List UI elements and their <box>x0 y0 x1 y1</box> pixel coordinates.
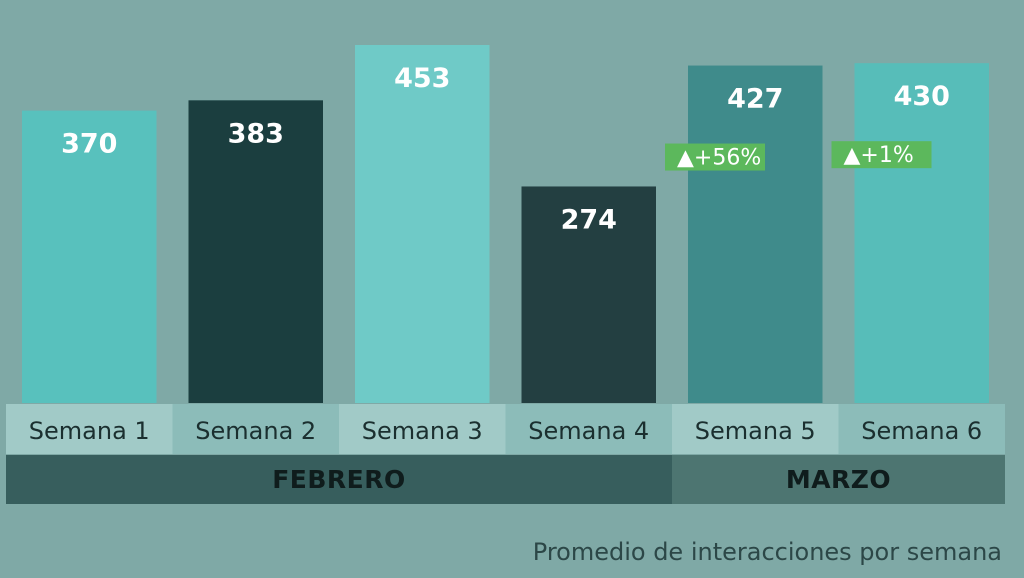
change-badge <box>831 141 932 169</box>
bar-value-label: 274 <box>561 204 617 235</box>
bar-value-label: 430 <box>894 81 950 112</box>
bar-semana-3 <box>355 45 490 403</box>
category-cell <box>172 404 339 454</box>
category-label-semana-2: Semana 2 <box>195 417 316 445</box>
group-row: FEBRERO MARZO <box>6 455 1005 504</box>
category-cell <box>672 404 839 454</box>
category-cell <box>505 404 672 454</box>
bar-value-label: 383 <box>228 118 284 149</box>
category-label-semana-5: Semana 5 <box>695 417 816 445</box>
category-row: Semana 1 Semana 2 Semana 3 Semana 4 Semana 5… <box>6 404 1005 454</box>
bar-value-label: 370 <box>61 129 117 160</box>
bar-semana-5 <box>688 65 823 404</box>
group-label-marzo: MARZO <box>786 465 891 494</box>
category-label-semana-4: Semana 4 <box>528 417 649 445</box>
change-badge-label: ▲+1% <box>844 143 914 168</box>
category-cell <box>838 404 1005 454</box>
category-cell <box>6 404 173 454</box>
group-cell-febrero <box>6 455 672 504</box>
bar-value-label: 427 <box>727 84 783 115</box>
category-cell <box>339 404 506 454</box>
bar-semana-6 <box>854 63 989 403</box>
category-label-semana-3: Semana 3 <box>362 417 483 445</box>
chart-caption: Promedio de interacciones por semana <box>532 538 1002 566</box>
change-badge-label: ▲+56% <box>677 146 761 171</box>
bar-semana-4 <box>521 186 656 403</box>
annotations-layer: ▲+56% ▲+1% <box>665 141 932 171</box>
bar-semana-2 <box>188 100 323 403</box>
bars-layer: 370 383 453 274 427 430 <box>22 45 989 404</box>
category-label-semana-6: Semana 6 <box>861 417 982 445</box>
group-cell-marzo <box>672 455 1005 504</box>
change-badge <box>665 143 765 171</box>
bar-value-label: 453 <box>394 63 450 94</box>
group-label-febrero: FEBRERO <box>272 465 406 494</box>
category-label-semana-1: Semana 1 <box>29 417 150 445</box>
bar-semana-1 <box>22 110 157 404</box>
